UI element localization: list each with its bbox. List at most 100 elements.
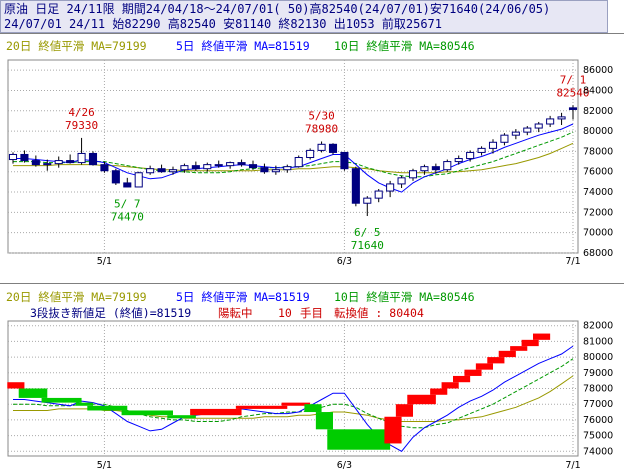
ma10-legend: 10日 終値平滑 MA=80546 <box>334 39 475 53</box>
y-tick-label-lower: 80000 <box>583 352 613 363</box>
up-brick <box>430 388 448 395</box>
y-tick-label-lower: 79000 <box>583 368 613 379</box>
candle-body <box>546 118 555 125</box>
x-tick-label-lower: 7/1 <box>565 460 580 471</box>
candle-body <box>340 151 349 170</box>
down-brick <box>121 410 173 416</box>
x-tick-label: 7/1 <box>565 256 580 266</box>
ma10-legend-lower: 10日 終値平滑 MA=80546 <box>334 290 475 304</box>
trend-state: 陽転中 <box>218 306 253 320</box>
y-tick-label: 80000 <box>583 126 613 137</box>
annotation-date: 5/30 <box>308 109 335 122</box>
candle-body <box>408 170 418 179</box>
candle-body <box>568 107 578 110</box>
candle-body <box>306 149 315 159</box>
header-line-2: 24/07/01 24/11 始82290 高82540 安81140 終821… <box>4 17 443 31</box>
candle-body <box>191 165 200 170</box>
down-brick <box>304 404 322 413</box>
y-tick-label: 82000 <box>583 106 613 117</box>
candle-body <box>123 182 132 188</box>
candle-body <box>431 166 440 171</box>
candle-body <box>134 172 143 188</box>
y-tick-label: 72000 <box>583 207 613 218</box>
candle-body <box>271 169 280 173</box>
candle-body <box>351 168 360 204</box>
y-tick-label: 74000 <box>583 187 613 198</box>
candle-body <box>8 153 18 161</box>
candle-body <box>260 167 269 173</box>
candle-body <box>43 163 52 166</box>
down-brick <box>87 405 128 411</box>
candle-body <box>374 190 383 199</box>
up-brick <box>533 333 551 340</box>
candle-body <box>237 162 246 166</box>
brick-count: 10 <box>278 306 292 320</box>
y-tick-label: 86000 <box>583 65 613 76</box>
y-tick-label-lower: 81000 <box>583 336 613 347</box>
candle-body <box>168 169 178 173</box>
ma5-legend-lower: 5日 終値平滑 MA=81519 <box>176 290 310 304</box>
ma5-line <box>13 123 574 193</box>
candle-body <box>397 177 406 185</box>
x-tick-label: 5/1 <box>97 256 112 266</box>
candle-body <box>317 143 326 151</box>
candle-body <box>466 151 475 160</box>
down-brick <box>167 415 196 419</box>
up-brick <box>281 402 311 406</box>
annotation-date: 4/26 <box>68 106 95 119</box>
up-brick <box>498 350 516 358</box>
candle-body <box>20 153 29 162</box>
candle-body <box>100 164 109 172</box>
y-tick-label: 78000 <box>583 146 613 157</box>
ma5-legend: 5日 終値平滑 MA=81519 <box>176 39 310 53</box>
candle-body <box>294 157 303 168</box>
down-brick <box>18 388 48 398</box>
up-brick <box>510 346 528 351</box>
candle-body <box>500 134 509 143</box>
down-brick <box>327 429 391 450</box>
annotation-date: 7/ 1 <box>560 73 587 86</box>
candle-body <box>328 143 338 153</box>
ma20-legend-lower: 20日 終値平滑 MA=79199 <box>6 290 147 304</box>
y-tick-label-lower: 74000 <box>583 446 613 457</box>
annotation-date: 6/ 5 <box>354 226 381 239</box>
up-brick <box>235 405 288 409</box>
up-brick <box>475 363 493 370</box>
up-brick <box>190 408 242 416</box>
annotation-value: 79330 <box>65 119 98 132</box>
candle-body <box>226 162 235 167</box>
y-tick-label: 84000 <box>583 85 613 96</box>
candle-body <box>180 165 189 171</box>
chart-header: 原油 日足 24/11限 期間24/04/18～24/07/01( 50)高82… <box>0 0 608 33</box>
candle-body <box>534 123 543 129</box>
candle-body <box>477 147 486 153</box>
candle-body <box>511 131 520 136</box>
x-tick-label-lower: 6/3 <box>337 460 352 471</box>
y-tick-label-lower: 78000 <box>583 384 613 395</box>
up-brick <box>407 394 436 405</box>
annotation-date: 5/ 7 <box>114 197 141 210</box>
down-brick <box>41 397 82 403</box>
candle-body <box>77 152 86 164</box>
candle-body <box>248 164 258 169</box>
up-brick <box>395 404 413 417</box>
candle-body <box>363 197 372 204</box>
y-tick-label: 76000 <box>583 167 613 178</box>
candle-body <box>443 161 452 171</box>
candle-body <box>146 168 155 174</box>
y-tick-label-lower: 77000 <box>583 399 613 410</box>
candle-body <box>203 164 212 170</box>
down-brick <box>75 402 93 406</box>
candle-body <box>54 160 63 165</box>
ma10-line <box>13 131 574 178</box>
reversal-value: 転換値 : 80404 <box>334 306 424 320</box>
x-tick-label-lower: 5/1 <box>97 460 112 471</box>
brick-count-unit: 手目 <box>300 306 323 320</box>
candle-body <box>488 141 498 149</box>
down-brick <box>315 412 333 430</box>
up-brick <box>487 357 505 364</box>
candle-body <box>66 160 75 164</box>
three-line-break-label: 3段抜き新値足 (終値)=81519 <box>30 306 191 320</box>
up-brick <box>441 382 459 389</box>
y-tick-label-lower: 75000 <box>583 431 613 442</box>
